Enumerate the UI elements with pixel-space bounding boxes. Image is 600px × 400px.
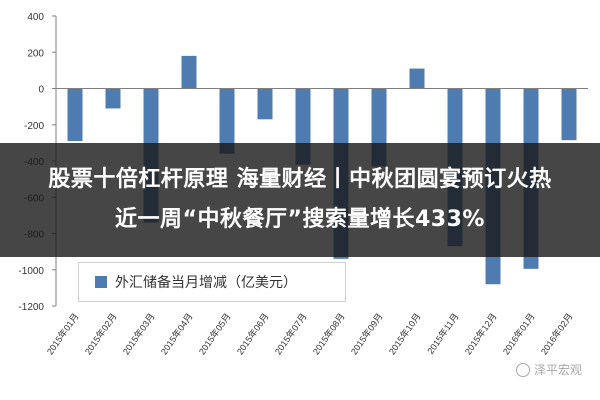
y-tick-label: 400 — [27, 12, 44, 23]
watermark-text: 泽平宏观 — [533, 363, 582, 377]
y-tick-label: -1000 — [18, 266, 44, 277]
headline-line-2: 近一周“中秋餐厅”搜索量增长433% — [115, 207, 485, 232]
headline-banner[interactable]: 股票十倍杠杆原理 海量财经丨中秋团圆宴预订火热 近一周“中秋餐厅”搜索量增长43… — [0, 143, 600, 257]
y-tick-label: 0 — [38, 85, 44, 96]
bar — [105, 88, 121, 109]
headline-line-1: 股票十倍杠杆原理 海量财经丨中秋团圆宴预订火热 — [48, 167, 552, 192]
bar — [219, 88, 235, 154]
watermark: 泽平宏观 — [515, 361, 582, 378]
y-tick-label: 200 — [27, 48, 44, 59]
y-tick-label: -200 — [24, 121, 44, 132]
legend: 外汇储备当月增减（亿美元） — [78, 262, 346, 302]
bar — [561, 88, 577, 141]
legend-series-label: 外汇储备当月增减（亿美元） — [115, 275, 297, 291]
bar — [67, 88, 83, 142]
bar — [409, 68, 425, 89]
watermark-logo-icon — [515, 362, 530, 377]
bar — [181, 55, 197, 89]
y-tick-label: -1200 — [18, 302, 44, 313]
legend-swatch — [95, 276, 107, 288]
bar — [257, 88, 273, 120]
